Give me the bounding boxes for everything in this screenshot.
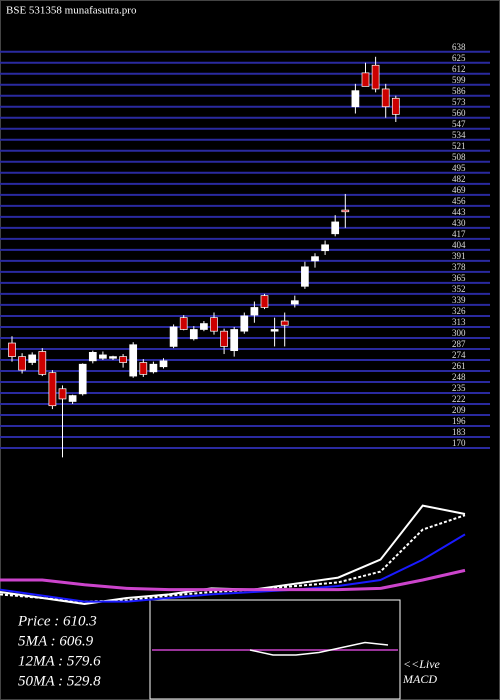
y-tick-label: 599	[452, 75, 466, 85]
chart-title: BSE 531358 munafasutra.pro	[6, 5, 137, 17]
candle-body	[391, 97, 400, 115]
candle-body	[210, 317, 218, 332]
candle-body	[18, 356, 26, 371]
y-tick-label: 430	[452, 218, 466, 228]
y-tick-label: 248	[452, 372, 466, 382]
y-tick-label: 508	[452, 152, 466, 162]
candle-body	[311, 256, 319, 262]
candle-body	[58, 388, 67, 400]
y-tick-label: 365	[452, 273, 466, 283]
legend-entry: 5MA : 606.9	[18, 633, 94, 649]
macd-label: <<Live	[403, 657, 441, 671]
y-tick-label: 482	[452, 174, 466, 184]
y-tick-label: 183	[452, 427, 466, 437]
candle-body	[129, 344, 138, 377]
y-tick-label: 261	[452, 361, 466, 371]
candle-body	[321, 244, 329, 252]
y-tick-label: 547	[452, 119, 466, 129]
y-tick-label: 222	[452, 394, 466, 404]
candle-body	[260, 295, 269, 308]
candle-body	[290, 300, 299, 305]
macd-name: MACD	[402, 672, 437, 686]
y-tick-label: 612	[452, 64, 466, 74]
y-tick-label: 521	[452, 141, 466, 151]
y-tick-label: 495	[452, 163, 466, 173]
candle-body	[250, 307, 259, 316]
y-tick-label: 170	[452, 438, 466, 448]
candle-body	[270, 329, 279, 332]
legend-entry: 50MA : 529.8	[18, 673, 101, 689]
y-tick-label: 469	[452, 185, 466, 195]
candle-body	[139, 362, 148, 375]
y-tick-label: 391	[452, 251, 466, 261]
y-tick-label: 573	[452, 97, 466, 107]
y-tick-label: 560	[452, 108, 466, 118]
y-tick-label: 287	[452, 339, 466, 349]
candle-body	[331, 221, 340, 235]
candle-body	[119, 356, 127, 363]
candle-body	[361, 72, 370, 87]
y-tick-label: 417	[452, 229, 466, 239]
y-tick-label: 443	[452, 207, 466, 217]
y-tick-label: 235	[452, 383, 466, 393]
candle-body	[301, 266, 309, 287]
y-tick-label: 625	[452, 53, 466, 63]
y-tick-label: 209	[452, 405, 466, 415]
y-tick-label: 456	[452, 196, 466, 206]
candle-body	[371, 64, 380, 90]
candle-body	[381, 88, 390, 108]
y-tick-label: 352	[452, 284, 466, 294]
legend-entry: Price : 610.3	[17, 613, 97, 629]
candle-body	[341, 209, 350, 213]
candle-body	[8, 342, 16, 357]
y-tick-label: 378	[452, 262, 466, 272]
candle-body	[179, 317, 188, 330]
candle-body	[48, 372, 57, 407]
candle-body	[78, 363, 87, 395]
candle-body	[38, 351, 47, 375]
candle-body	[99, 354, 107, 359]
y-tick-label: 274	[452, 350, 466, 360]
y-tick-label: 586	[452, 86, 466, 96]
y-tick-label: 404	[452, 240, 466, 250]
candle-body	[220, 330, 228, 347]
candle-body	[169, 326, 178, 347]
candle-body	[351, 90, 360, 108]
candle-body	[230, 329, 239, 352]
y-tick-label: 326	[452, 306, 466, 316]
candle-body	[189, 329, 198, 340]
candle-body	[159, 360, 168, 368]
candle-body	[28, 354, 37, 363]
candle-body	[109, 356, 117, 359]
y-tick-label: 300	[452, 328, 466, 338]
candle-body	[88, 352, 97, 362]
candle-body	[149, 363, 158, 373]
y-tick-label: 534	[452, 130, 466, 140]
candle-body	[240, 315, 249, 332]
ma-line	[0, 533, 466, 603]
candle-body	[200, 323, 208, 330]
candle-body	[280, 320, 289, 326]
y-tick-label: 339	[452, 295, 466, 305]
y-tick-label: 638	[452, 42, 466, 52]
macd-line	[249, 641, 389, 656]
y-tick-label: 313	[452, 317, 466, 327]
y-tick-label: 196	[452, 416, 466, 426]
ma-line	[0, 568, 466, 592]
legend-entry: 12MA : 579.6	[18, 653, 101, 669]
candle-body	[68, 395, 77, 402]
